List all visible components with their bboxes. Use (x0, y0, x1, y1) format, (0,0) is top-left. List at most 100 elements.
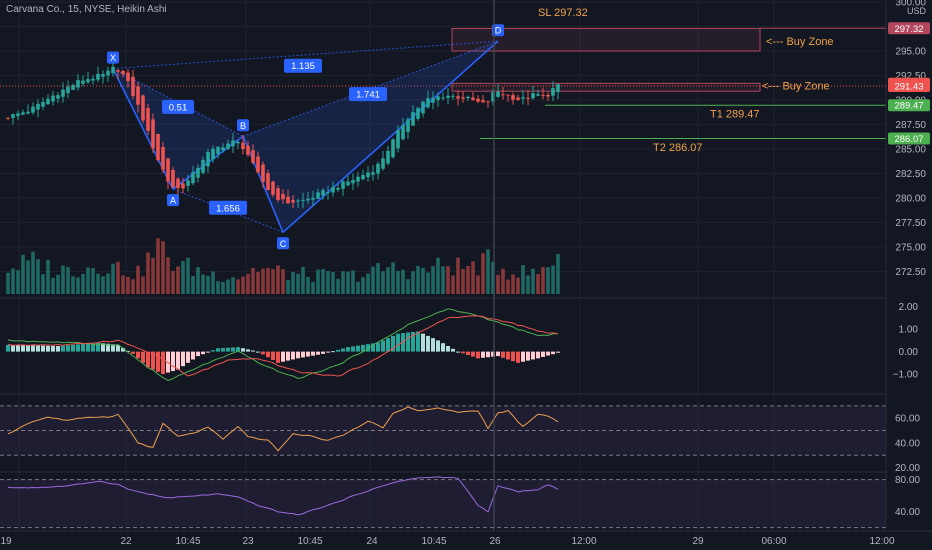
candle-body (226, 143, 230, 149)
macd-bar (141, 351, 145, 363)
candle-body (531, 93, 535, 99)
candle-body (31, 106, 35, 113)
price-tag (888, 132, 930, 145)
candle-body (366, 172, 370, 178)
macd-bar (221, 347, 225, 352)
candle-body (416, 107, 420, 119)
candle-body (211, 148, 215, 160)
candle-body (316, 192, 320, 199)
macd-bar (16, 345, 20, 352)
volume-bar (11, 268, 15, 294)
volume-bar (301, 266, 305, 294)
volume-bar (216, 281, 220, 294)
macd-bar (466, 351, 470, 355)
macd-bar (41, 345, 45, 352)
volume-bar (456, 257, 460, 294)
macd-bar (471, 351, 475, 357)
annotation-target: T2 286.07 (653, 142, 703, 154)
volume-bar (166, 257, 170, 294)
buy-zone-lower (451, 82, 761, 92)
candle-body (276, 188, 280, 201)
volume-bar (146, 252, 150, 294)
macd-bar (541, 351, 545, 357)
volume-bar (506, 279, 510, 294)
volume-bar (371, 266, 375, 294)
macd-bar (396, 333, 400, 352)
price-tag-label: 286.07 (894, 134, 923, 145)
candle-body (246, 145, 250, 155)
stoch-line (7, 406, 559, 452)
chart-title: Carvana Co., 15, NYSE, Heikin Ashi (6, 4, 167, 15)
volume-bar (101, 276, 105, 294)
volume-bar (226, 279, 230, 294)
volume-bar (16, 270, 20, 294)
candle-body (376, 163, 380, 174)
candle-body (21, 112, 25, 115)
candle-body (61, 89, 65, 97)
macd-bar (131, 351, 135, 354)
volume-bar (56, 274, 60, 294)
price-tag-label: 289.47 (894, 101, 923, 112)
volume-bar (511, 274, 515, 294)
volume-bar (311, 281, 315, 294)
volume-bar (86, 267, 90, 294)
macd-bar (421, 333, 425, 352)
volume-bar (316, 269, 320, 294)
macd-bar (451, 348, 455, 352)
pattern-ratio-line (112, 40, 499, 70)
stoch-tick-label: 40.00 (895, 438, 920, 449)
pattern-fill-xab (113, 68, 243, 190)
macd-bar (456, 351, 460, 353)
price-axis: 300.00297.50295.00292.50290.00287.50285.… (885, 0, 932, 550)
price-tick-label: 285.00 (895, 145, 926, 156)
macd-bar (66, 345, 70, 352)
candle-body (181, 183, 185, 189)
macd-bar (531, 351, 535, 360)
macd-bar (121, 347, 125, 352)
candle-body (96, 73, 100, 80)
volume-bar (91, 268, 95, 294)
macd-bar (196, 351, 200, 357)
macd-bar (256, 351, 260, 353)
macd-bar (336, 349, 340, 352)
candle-body (101, 74, 105, 77)
macd-bar (446, 346, 450, 352)
candle-body (6, 117, 10, 119)
macd-bar (206, 351, 210, 353)
candle-body (521, 97, 525, 99)
macd-bar (496, 351, 500, 357)
volume-bar (386, 267, 390, 294)
volume-bar (521, 265, 525, 294)
volume-bar (251, 267, 255, 294)
candle-body (131, 76, 135, 96)
candle-body (501, 94, 505, 96)
candle-body (371, 172, 375, 175)
candle-body (221, 147, 225, 151)
candle-body (361, 174, 365, 180)
volume-bar (141, 276, 145, 294)
volume-bar (276, 265, 280, 294)
volume-bar (536, 274, 540, 294)
volume-bar (431, 266, 435, 294)
candle-body (421, 101, 425, 114)
candle-body (56, 95, 60, 99)
pattern-point-c (277, 237, 289, 250)
volume-bar (321, 269, 325, 294)
macd-bar (126, 350, 130, 352)
volume-bar (531, 268, 535, 294)
volume-bar (391, 262, 395, 294)
candle-body (301, 199, 305, 201)
macd-bar (326, 351, 330, 353)
annotation-zone-upper: <--- Buy Zone (766, 36, 834, 48)
macd-bar (296, 351, 300, 359)
macd-bar (441, 343, 445, 352)
macd-bar (31, 345, 35, 352)
buy-zone-upper (451, 27, 761, 52)
macd-bar (106, 343, 110, 352)
volume-bar (286, 279, 290, 294)
volume-bar (66, 267, 70, 294)
volume-bar (326, 270, 330, 294)
price-tick-label: 282.50 (895, 169, 926, 180)
macd-bar (356, 345, 360, 352)
macd-bar (96, 342, 100, 352)
